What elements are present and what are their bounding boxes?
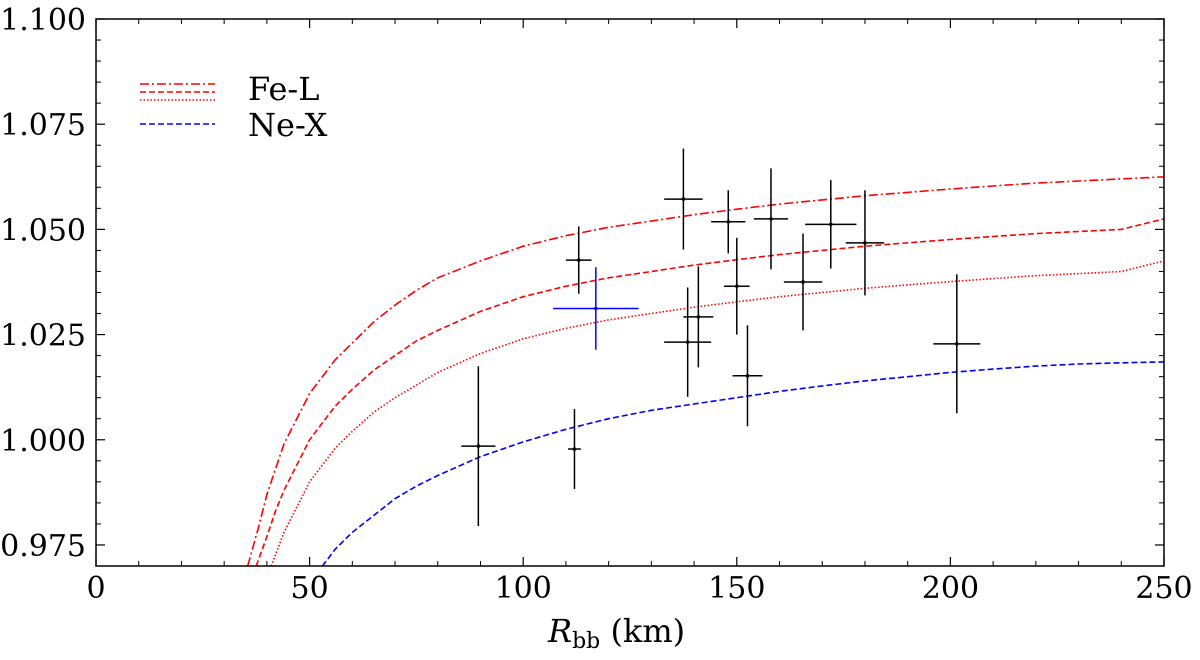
point-marker — [572, 447, 577, 451]
y-tick-label: 1.100 — [0, 3, 86, 38]
y-tick-label: 1.025 — [0, 319, 86, 354]
curve-fe-l-dashed — [255, 218, 1164, 566]
point-marker — [476, 444, 481, 448]
x-axis-title-subscript: bb — [572, 629, 600, 654]
y-tick-label: 1.075 — [0, 108, 86, 143]
curves-layer — [246, 176, 1164, 566]
data-point — [805, 180, 857, 269]
x-axis-title-main: R — [547, 612, 572, 650]
point-marker — [769, 217, 773, 221]
x-axis-title: Rbb (km) — [547, 612, 685, 654]
legend-label-ne-x: Ne-X — [248, 106, 328, 144]
x-tick-label: 250 — [1135, 571, 1192, 606]
point-marker — [576, 258, 581, 262]
legend: Fe-L Ne-X — [140, 70, 328, 144]
point-marker — [955, 342, 959, 346]
point-marker — [828, 222, 833, 227]
data-point — [553, 267, 639, 350]
curve-ne-x-dashed — [321, 361, 1164, 566]
data-point — [683, 266, 714, 368]
curve-fe-l-dotted — [270, 260, 1164, 566]
x-tick-label: 150 — [708, 571, 765, 606]
curve-fe-l-dashdot — [246, 176, 1164, 566]
y-tick-labels: 0.975 1.000 1.025 1.050 1.075 1.100 — [0, 3, 86, 564]
point-marker — [745, 374, 750, 378]
point-marker — [863, 241, 867, 245]
data-point — [664, 287, 712, 397]
y-tick-label: 1.000 — [0, 424, 86, 459]
data-point — [845, 190, 885, 296]
data-point — [783, 233, 823, 331]
x-tick-label: 200 — [922, 571, 979, 606]
point-marker — [681, 197, 686, 201]
data-point — [711, 190, 746, 254]
point-marker — [801, 280, 805, 284]
point-marker — [685, 340, 690, 344]
x-tick-label: 50 — [291, 571, 329, 606]
x-tick-label: 100 — [495, 571, 552, 606]
data-point — [664, 148, 703, 250]
y-tick-label: 0.975 — [0, 529, 86, 564]
data-point — [565, 226, 592, 294]
x-tick-label: 0 — [86, 571, 105, 606]
data-point — [753, 168, 789, 270]
x-tick-labels: 0 50 100 150 200 250 — [86, 571, 1192, 606]
x-axis-title-unit: (km) — [600, 612, 685, 650]
points-layer — [461, 148, 981, 527]
legend-label-fe-l: Fe-L — [248, 70, 319, 108]
point-marker — [735, 284, 739, 288]
ticks-layer — [95, 18, 1165, 566]
data-point — [568, 409, 581, 489]
point-marker — [696, 315, 701, 319]
point-marker — [726, 220, 731, 224]
data-point — [933, 274, 981, 414]
y-tick-label: 1.050 — [0, 213, 86, 248]
data-point — [461, 366, 496, 527]
point-marker — [594, 306, 598, 311]
data-point — [723, 237, 750, 335]
data-point — [732, 325, 763, 427]
